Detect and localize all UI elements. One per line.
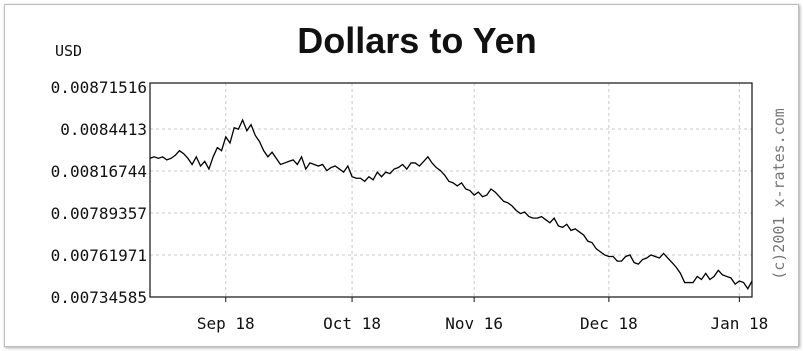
y-tick-label: 0.00789357 <box>51 204 147 223</box>
y-axis-unit-label: USD <box>55 42 82 60</box>
credit-text: (c)2001 x-rates.com <box>770 108 788 280</box>
y-axis-ticks: 0.00871516 0.0084413 0.00816744 0.00789357 0… <box>51 78 147 307</box>
y-tick-label: 0.00871516 <box>51 78 147 97</box>
x-tick-label: Nov 16 <box>445 314 503 333</box>
x-tick-label: Dec 18 <box>580 314 638 333</box>
y-tick-label: 0.00816744 <box>51 162 147 181</box>
x-tick-label: Sep 18 <box>197 314 255 333</box>
y-tick-label: 0.00761971 <box>51 246 147 265</box>
grid-layer <box>150 83 752 298</box>
x-axis-ticks: Sep 18 Oct 18 Nov 16 Dec 18 Jan 18 <box>197 297 768 333</box>
x-tick-label: Jan 18 <box>710 314 768 333</box>
y-tick-label: 0.0084413 <box>60 120 147 139</box>
chart-frame: Dollars to Yen USD (c)2001 x-rates.com 0… <box>4 4 799 347</box>
series-line <box>149 118 753 290</box>
x-tick-label: Oct 18 <box>323 314 381 333</box>
plot-area-border <box>149 82 753 298</box>
line-chart: Dollars to Yen USD (c)2001 x-rates.com 0… <box>51 20 788 333</box>
y-tick-label: 0.00734585 <box>51 288 147 307</box>
chart-title: Dollars to Yen <box>297 20 536 61</box>
